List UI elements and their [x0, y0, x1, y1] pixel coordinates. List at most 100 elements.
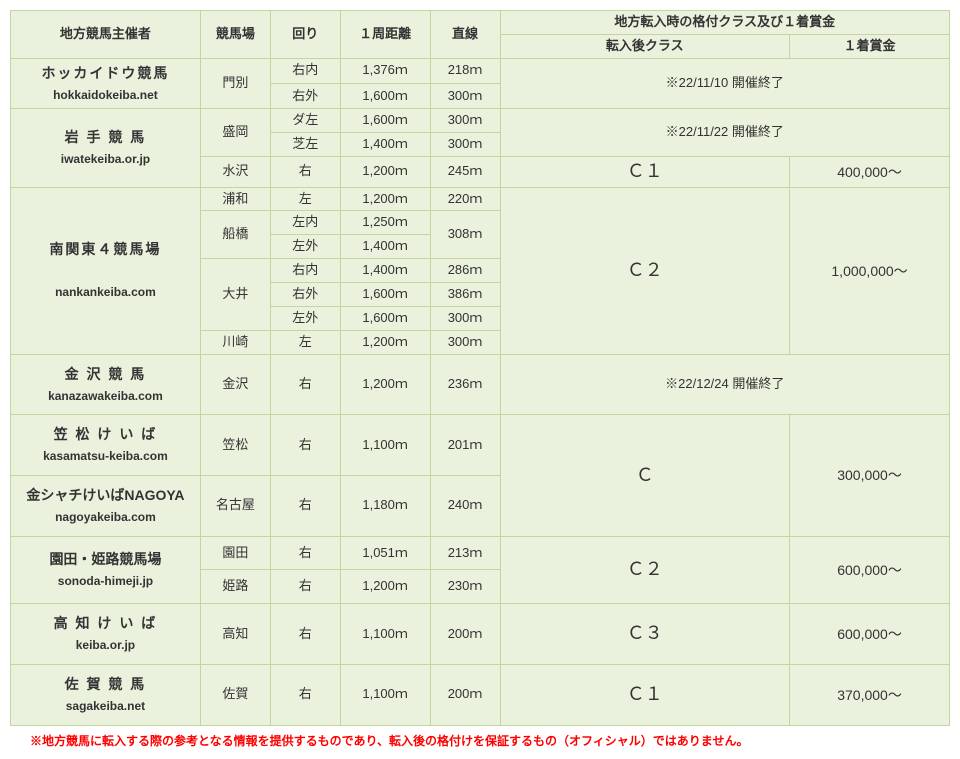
prize-cell: 400,000～ — [790, 157, 950, 187]
org-nagoya: 金シャチけいばNAGOYAnagoyakeiba.com — [11, 475, 201, 536]
lap-cell: 1,200ｍ — [340, 570, 430, 604]
dir-cell: 右 — [270, 604, 340, 665]
org-kochi: 高 知 け い ばkeiba.or.jp — [11, 604, 201, 665]
track-cell: 笠松 — [200, 415, 270, 476]
dir-cell: 左 — [270, 330, 340, 354]
dir-cell: 右 — [270, 664, 340, 725]
dir-cell: 右 — [270, 475, 340, 536]
class-cell: Ｃ１ — [500, 157, 790, 187]
table-row: 金 沢 競 馬kanazawakeiba.com 金沢 右 1,200ｍ 236… — [11, 354, 950, 415]
st-cell: 230ｍ — [430, 570, 500, 604]
dir-cell: 右 — [270, 570, 340, 604]
dir-cell: 右内 — [270, 58, 340, 83]
dir-cell: 左 — [270, 187, 340, 211]
lap-cell: 1,400ｍ — [340, 133, 430, 157]
st-cell: 200ｍ — [430, 604, 500, 665]
track-cell: 船橋 — [200, 211, 270, 259]
h-group-title: 地方転入時の格付クラス及び１着賞金 — [500, 11, 949, 35]
lap-cell: 1,600ｍ — [340, 307, 430, 331]
prize-cell: 600,000～ — [790, 604, 950, 665]
lap-cell: 1,600ｍ — [340, 283, 430, 307]
st-cell: 236ｍ — [430, 354, 500, 415]
class-cell: Ｃ — [500, 415, 790, 536]
lap-cell: 1,100ｍ — [340, 604, 430, 665]
track-cell: 川崎 — [200, 330, 270, 354]
table-row: ホッカイドウ競馬hokkaidokeiba.net 門別 右内 1,376ｍ 2… — [11, 58, 950, 83]
st-cell: 300ｍ — [430, 307, 500, 331]
track-cell: 門別 — [200, 58, 270, 109]
h-lap: １周距離 — [340, 11, 430, 59]
class-cell: Ｃ２ — [500, 536, 790, 604]
org-hokkaido: ホッカイドウ競馬hokkaidokeiba.net — [11, 58, 201, 109]
track-cell: 大井 — [200, 259, 270, 331]
st-cell: 300ｍ — [430, 109, 500, 133]
lap-cell: 1,400ｍ — [340, 259, 430, 283]
lap-cell: 1,051ｍ — [340, 536, 430, 570]
track-cell: 名古屋 — [200, 475, 270, 536]
st-cell: 308ｍ — [430, 211, 500, 259]
h-organizer: 地方競馬主催者 — [11, 11, 201, 59]
dir-cell: 右 — [270, 415, 340, 476]
lap-cell: 1,250ｍ — [340, 211, 430, 235]
class-cell: Ｃ１ — [500, 664, 790, 725]
lap-cell: 1,376ｍ — [340, 58, 430, 83]
dir-cell: 左外 — [270, 307, 340, 331]
st-cell: 201ｍ — [430, 415, 500, 476]
st-cell: 220ｍ — [430, 187, 500, 211]
lap-cell: 1,100ｍ — [340, 415, 430, 476]
h-class-after: 転入後クラス — [500, 34, 790, 58]
table-row: 佐 賀 競 馬sagakeiba.net 佐賀 右 1,100ｍ 200ｍ Ｃ１… — [11, 664, 950, 725]
dir-cell: 右外 — [270, 84, 340, 109]
prize-cell: 300,000～ — [790, 415, 950, 536]
table-row: 南関東４競馬場nankankeiba.com 浦和 左 1,200ｍ 220ｍ … — [11, 187, 950, 211]
table-row: 高 知 け い ばkeiba.or.jp 高知 右 1,100ｍ 200ｍ Ｃ３… — [11, 604, 950, 665]
dir-cell: 左外 — [270, 235, 340, 259]
track-cell: 水沢 — [200, 157, 270, 187]
st-cell: 218ｍ — [430, 58, 500, 83]
keiba-table: 地方競馬主催者 競馬場 回り １周距離 直線 地方転入時の格付クラス及び１着賞金… — [10, 10, 950, 726]
h-track: 競馬場 — [200, 11, 270, 59]
table-row: 笠 松 け い ばkasamatsu-keiba.com 笠松 右 1,100ｍ… — [11, 415, 950, 476]
org-kanazawa: 金 沢 競 馬kanazawakeiba.com — [11, 354, 201, 415]
dir-cell: 右 — [270, 536, 340, 570]
dir-cell: 左内 — [270, 211, 340, 235]
lap-cell: 1,200ｍ — [340, 157, 430, 187]
track-cell: 盛岡 — [200, 109, 270, 157]
st-cell: 300ｍ — [430, 133, 500, 157]
table-row: 岩 手 競 馬iwatekeiba.or.jp 盛岡 ダ左 1,600ｍ 300… — [11, 109, 950, 133]
table-row: 園田・姫路競馬場sonoda-himeji.jp 園田 右 1,051ｍ 213… — [11, 536, 950, 570]
lap-cell: 1,200ｍ — [340, 187, 430, 211]
lap-cell: 1,180ｍ — [340, 475, 430, 536]
org-kasamatsu: 笠 松 け い ばkasamatsu-keiba.com — [11, 415, 201, 476]
dir-cell: 右内 — [270, 259, 340, 283]
lap-cell: 1,200ｍ — [340, 330, 430, 354]
org-nankan: 南関東４競馬場nankankeiba.com — [11, 187, 201, 354]
footnote: ※地方競馬に転入する際の参考となる情報を提供するものであり、転入後の格付けを保証… — [10, 732, 950, 749]
org-saga: 佐 賀 競 馬sagakeiba.net — [11, 664, 201, 725]
h-prize: １着賞金 — [790, 34, 950, 58]
lap-cell: 1,600ｍ — [340, 84, 430, 109]
class-cell: Ｃ３ — [500, 604, 790, 665]
st-cell: 200ｍ — [430, 664, 500, 725]
org-sonoda: 園田・姫路競馬場sonoda-himeji.jp — [11, 536, 201, 604]
track-cell: 浦和 — [200, 187, 270, 211]
track-cell: 佐賀 — [200, 664, 270, 725]
st-cell: 386ｍ — [430, 283, 500, 307]
h-direction: 回り — [270, 11, 340, 59]
dir-cell: 右外 — [270, 283, 340, 307]
st-cell: 300ｍ — [430, 84, 500, 109]
prize-cell: 370,000～ — [790, 664, 950, 725]
org-iwate: 岩 手 競 馬iwatekeiba.or.jp — [11, 109, 201, 187]
track-cell: 姫路 — [200, 570, 270, 604]
dir-cell: 右 — [270, 157, 340, 187]
dir-cell: 芝左 — [270, 133, 340, 157]
track-cell: 高知 — [200, 604, 270, 665]
st-cell: 240ｍ — [430, 475, 500, 536]
ended-cell: ※22/11/10 開催終了 — [500, 58, 949, 109]
ended-cell: ※22/12/24 開催終了 — [500, 354, 949, 415]
prize-cell: 600,000～ — [790, 536, 950, 604]
class-cell: Ｃ２ — [500, 187, 790, 354]
track-cell: 園田 — [200, 536, 270, 570]
header-row-1: 地方競馬主催者 競馬場 回り １周距離 直線 地方転入時の格付クラス及び１着賞金 — [11, 11, 950, 35]
dir-cell: 右 — [270, 354, 340, 415]
